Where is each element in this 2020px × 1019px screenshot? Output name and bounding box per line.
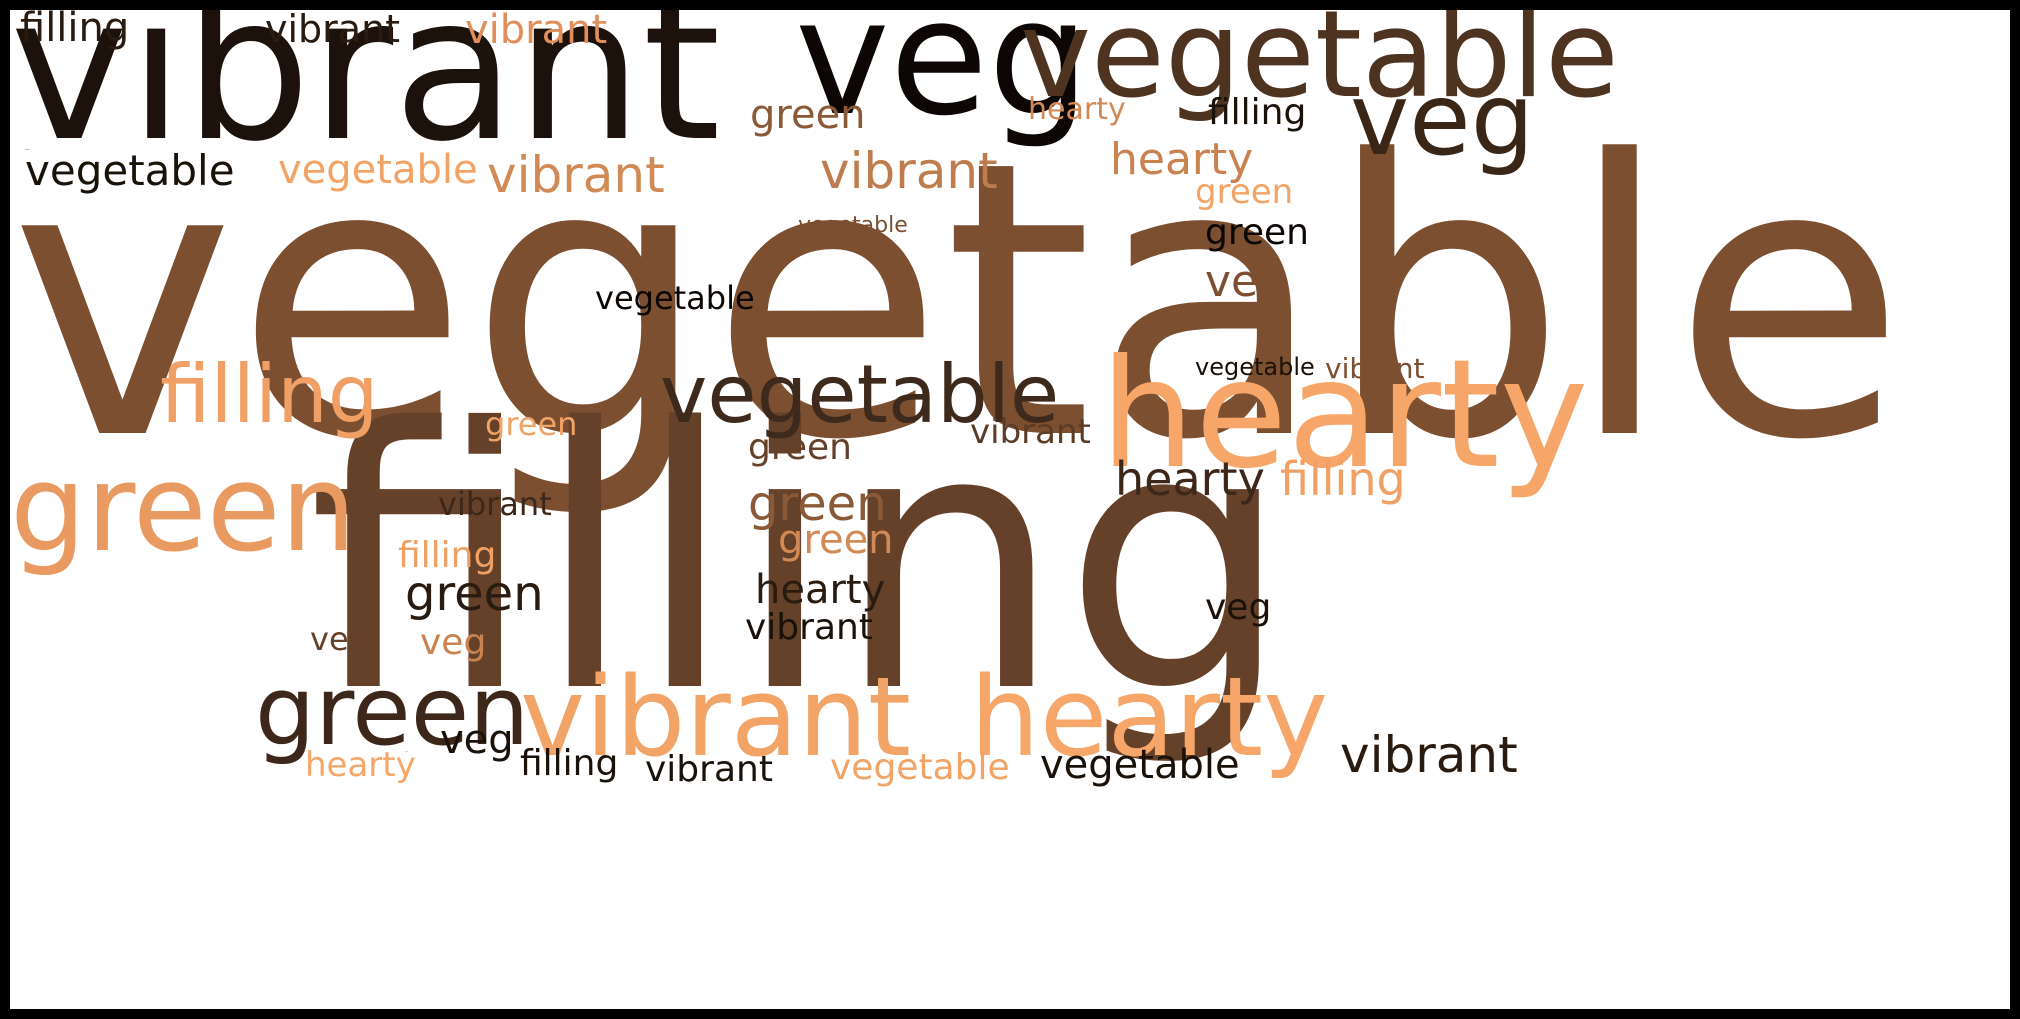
word: vegetable	[595, 279, 755, 317]
word: vegetable	[1040, 742, 1240, 788]
word: vibrant	[438, 485, 552, 523]
word: vibrant	[820, 142, 998, 200]
word: vibrant	[645, 749, 773, 790]
word: hearty	[1028, 92, 1126, 127]
word: vibrant	[487, 146, 665, 204]
word: hearty	[755, 567, 886, 613]
word: filling	[1280, 452, 1406, 506]
word: vegetable	[830, 747, 1010, 788]
word: vibrant	[265, 10, 401, 51]
word: filling	[405, 752, 408, 753]
word: filling	[1208, 92, 1307, 133]
word: vibrant	[745, 607, 873, 648]
word: hearty	[970, 653, 1329, 781]
word: veg	[1205, 587, 1272, 628]
word: veg	[440, 717, 514, 763]
word: vibrant	[465, 10, 608, 53]
word: green	[1195, 172, 1294, 212]
word: vibrant	[520, 653, 911, 781]
word: veg	[310, 620, 369, 658]
word: veg	[1205, 256, 1287, 307]
word: filling	[20, 10, 130, 51]
word: vegetable	[660, 348, 1060, 441]
word: vegetable	[25, 150, 30, 151]
word: veg	[795, 10, 1090, 151]
word: hearty	[305, 745, 416, 785]
word: vegetable	[10, 80, 1907, 523]
word: filling	[308, 352, 1292, 771]
word: green	[405, 566, 544, 622]
word: filling	[160, 348, 379, 441]
word: green	[778, 517, 894, 563]
word: green	[748, 427, 852, 468]
word: filling	[520, 743, 619, 784]
word: vegetable	[278, 147, 478, 193]
word: green	[485, 405, 578, 443]
word: green	[748, 476, 887, 532]
word: green	[255, 657, 530, 767]
word: vegetable	[798, 213, 908, 238]
word-cloud: vegetable filling vibrant veg vegetable …	[10, 10, 2010, 1009]
word: hearty	[1110, 134, 1254, 185]
word: hearty	[1100, 328, 1589, 502]
word: veg	[1350, 61, 1535, 178]
word: vegetable	[25, 146, 235, 195]
word: vegetable	[1020, 10, 1619, 125]
word: green	[750, 92, 866, 138]
word: vibrant	[1340, 726, 1518, 784]
word: veg	[420, 622, 487, 663]
word: filling	[398, 535, 497, 576]
word: vibrant	[1325, 352, 1425, 385]
word: green	[10, 440, 357, 579]
word: vegetable	[1195, 353, 1315, 381]
word: vibrant	[970, 412, 1091, 452]
word: green	[1205, 212, 1309, 253]
word: hearty	[1115, 452, 1265, 506]
word: vibrant	[25, 150, 29, 151]
word: vibrant	[10, 10, 721, 186]
